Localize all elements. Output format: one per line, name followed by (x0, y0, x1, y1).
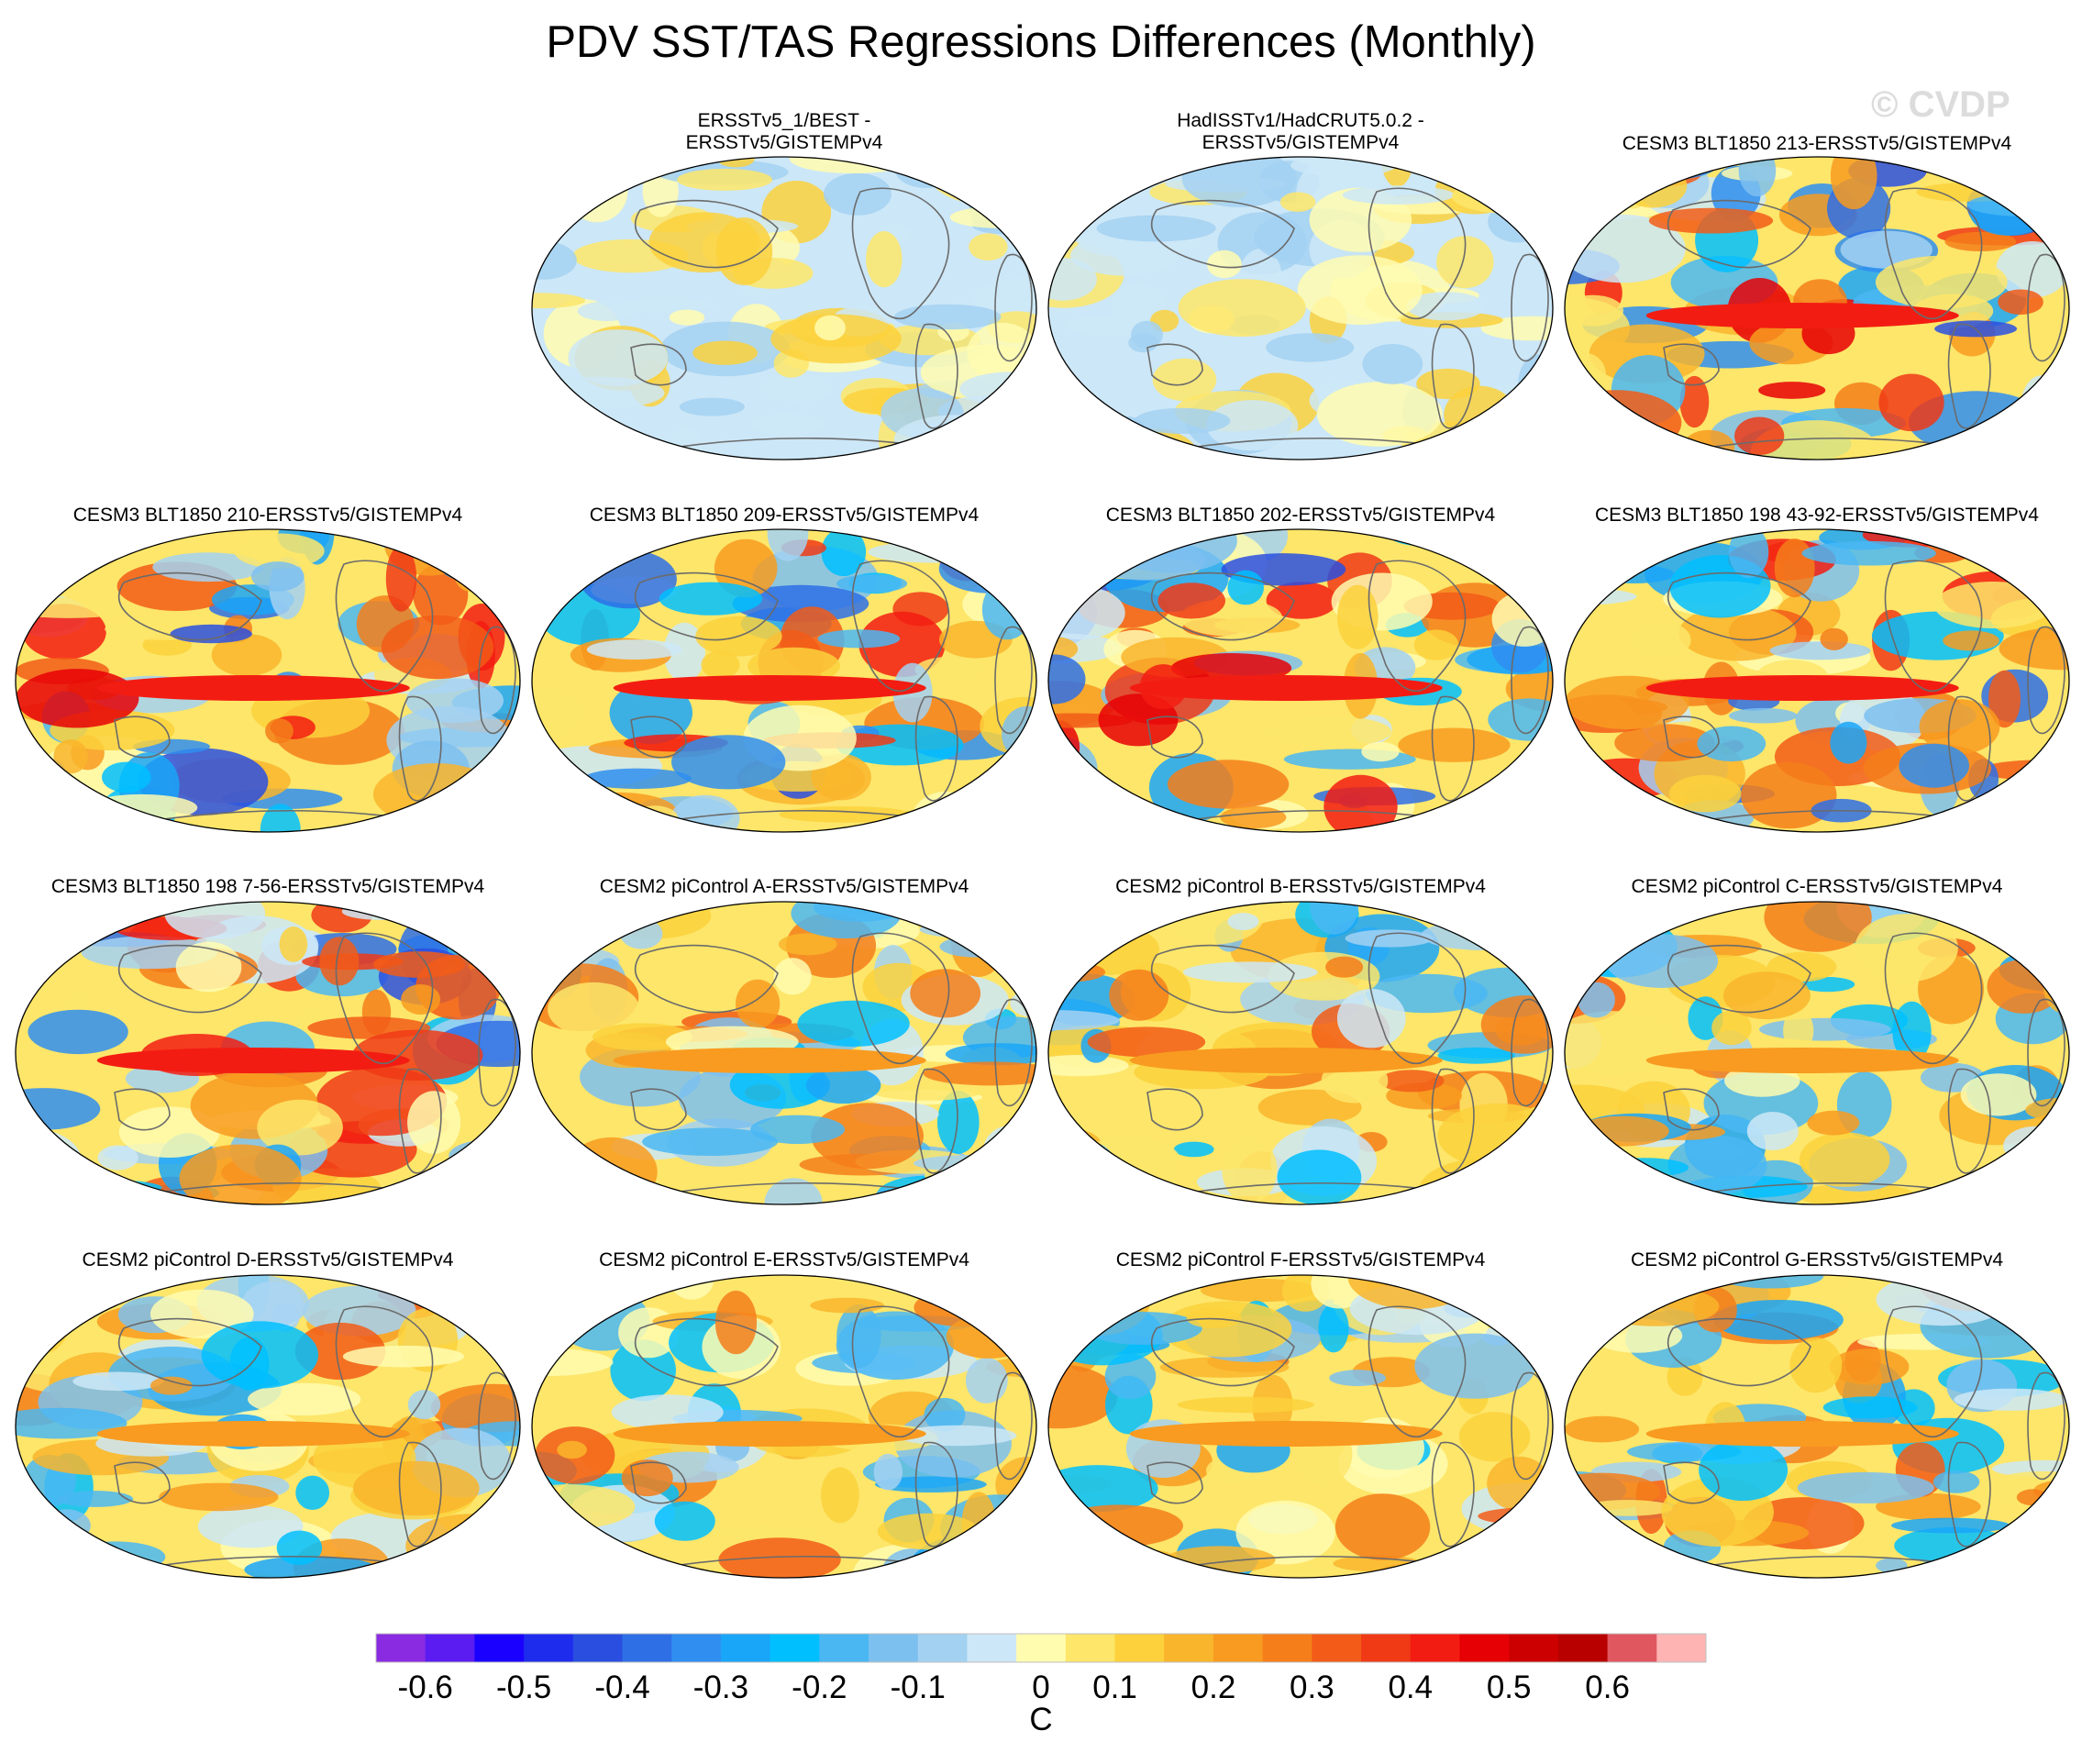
colorbar-swatch (1213, 1634, 1264, 1662)
colorbar-swatch (917, 1634, 968, 1662)
colorbar-tick-label: 0 (1032, 1670, 1050, 1705)
cvdp-watermark: © CVDP (1871, 84, 2010, 125)
colorbar-swatch (1459, 1634, 1510, 1662)
colorbar-swatch (1114, 1634, 1165, 1662)
globe-map-p11 (1564, 901, 2070, 1205)
colorbar-swatch (1410, 1634, 1460, 1662)
globe-map-p6 (1047, 528, 1554, 833)
panel-title-p2: HadISSTv1/HadCRUT5.0.2 - ERSSTv5/GISTEMP… (1177, 110, 1424, 153)
colorbar-swatch (720, 1634, 771, 1662)
colorbar-tick-label: -0.1 (890, 1670, 946, 1705)
colorbar-swatch (770, 1634, 820, 1662)
colorbar-swatch (524, 1634, 574, 1662)
colorbar-tick-label: 0.5 (1486, 1670, 1532, 1705)
colorbar-swatch (474, 1634, 525, 1662)
globe-map-p7 (1564, 528, 2070, 833)
panel-title-p14: CESM2 piControl F-ERSSTv5/GISTEMPv4 (1115, 1249, 1486, 1270)
globe-map-p12 (15, 1274, 521, 1579)
panel-title-p11: CESM2 piControl C-ERSSTv5/GISTEMPv4 (1631, 876, 2003, 897)
colorbar-swatch (1016, 1634, 1067, 1662)
colorbar-swatch (1607, 1634, 1657, 1662)
colorbar-swatch (671, 1634, 722, 1662)
panel-title-p9: CESM2 piControl A-ERSSTv5/GISTEMPv4 (599, 876, 969, 897)
colorbar-swatch (1164, 1634, 1214, 1662)
globe-map-p9 (531, 901, 1037, 1205)
globe-map-p13 (531, 1274, 1037, 1579)
colorbar-swatch (869, 1634, 919, 1662)
globe-map-p4 (15, 528, 521, 833)
colorbar-tick-label: 0.6 (1585, 1670, 1630, 1705)
panel-title-p8: CESM3 BLT1850 198 7-56-ERSSTv5/GISTEMPv4 (50, 876, 485, 897)
globe-map-p5 (531, 528, 1037, 833)
colorbar-swatch (572, 1634, 624, 1662)
colorbar-swatch (622, 1634, 672, 1662)
colorbar-tick-label: 0.1 (1092, 1670, 1137, 1705)
colorbar-tick-label: 0.2 (1191, 1670, 1236, 1705)
figure-title: PDV SST/TAS Regressions Differences (Mon… (546, 17, 1536, 67)
colorbar-tick-label: -0.3 (692, 1670, 749, 1705)
colorbar-swatch (819, 1634, 869, 1662)
colorbar-swatch (1656, 1634, 1707, 1662)
panel-title-p3: CESM3 BLT1850 213-ERSSTv5/GISTEMPv4 (1622, 133, 2012, 154)
colorbar-tick-label: -0.2 (792, 1670, 847, 1705)
colorbar-tick-label: 0.3 (1290, 1670, 1334, 1705)
colorbar-tick-label: -0.6 (397, 1670, 453, 1705)
colorbar-swatch (1361, 1634, 1412, 1662)
colorbar-swatch (425, 1634, 475, 1662)
colorbar-swatch (1065, 1634, 1116, 1662)
colorbar-swatch (1509, 1634, 1559, 1662)
colorbar-swatch (967, 1634, 1017, 1662)
colorbar-tick-label: 0.4 (1388, 1670, 1434, 1705)
panel-title-p5: CESM3 BLT1850 209-ERSSTv5/GISTEMPv4 (589, 505, 980, 526)
globe-map-p15 (1564, 1274, 2070, 1579)
colorbar-swatch (1557, 1634, 1609, 1662)
globe-map-p8 (15, 901, 521, 1205)
globe-map-p14 (1047, 1274, 1554, 1579)
colorbar-frame (375, 1633, 1707, 1663)
panel-title-p12: CESM2 piControl D-ERSSTv5/GISTEMPv4 (82, 1249, 454, 1270)
panel-title-p1: ERSSTv5_1/BEST - ERSSTv5/GISTEMPv4 (685, 110, 883, 153)
colorbar-tick-label: -0.4 (594, 1670, 650, 1705)
panel-title-p7: CESM3 BLT1850 198 43-92-ERSSTv5/GISTEMPv… (1595, 505, 2039, 526)
panel-title-p6: CESM3 BLT1850 202-ERSSTv5/GISTEMPv4 (1105, 505, 1496, 526)
colorbar-swatch (1312, 1634, 1362, 1662)
colorbar-tick-label: -0.5 (495, 1670, 552, 1705)
panel-title-p15: CESM2 piControl G-ERSSTv5/GISTEMPv4 (1630, 1249, 2004, 1270)
globe-map-p2 (1047, 156, 1554, 460)
globe-map-p10 (1047, 901, 1554, 1205)
globe-map-p3 (1564, 156, 2070, 460)
colorbar-swatch (376, 1634, 426, 1662)
colorbar-swatch (1262, 1634, 1312, 1662)
panel-title-p4: CESM3 BLT1850 210-ERSSTv5/GISTEMPv4 (72, 505, 463, 526)
panel-title-p13: CESM2 piControl E-ERSSTv5/GISTEMPv4 (599, 1249, 969, 1270)
panel-title-p10: CESM2 piControl B-ERSSTv5/GISTEMPv4 (1115, 876, 1486, 897)
colorbar-unit-label: C (1029, 1702, 1053, 1737)
globe-map-p1 (531, 156, 1037, 460)
